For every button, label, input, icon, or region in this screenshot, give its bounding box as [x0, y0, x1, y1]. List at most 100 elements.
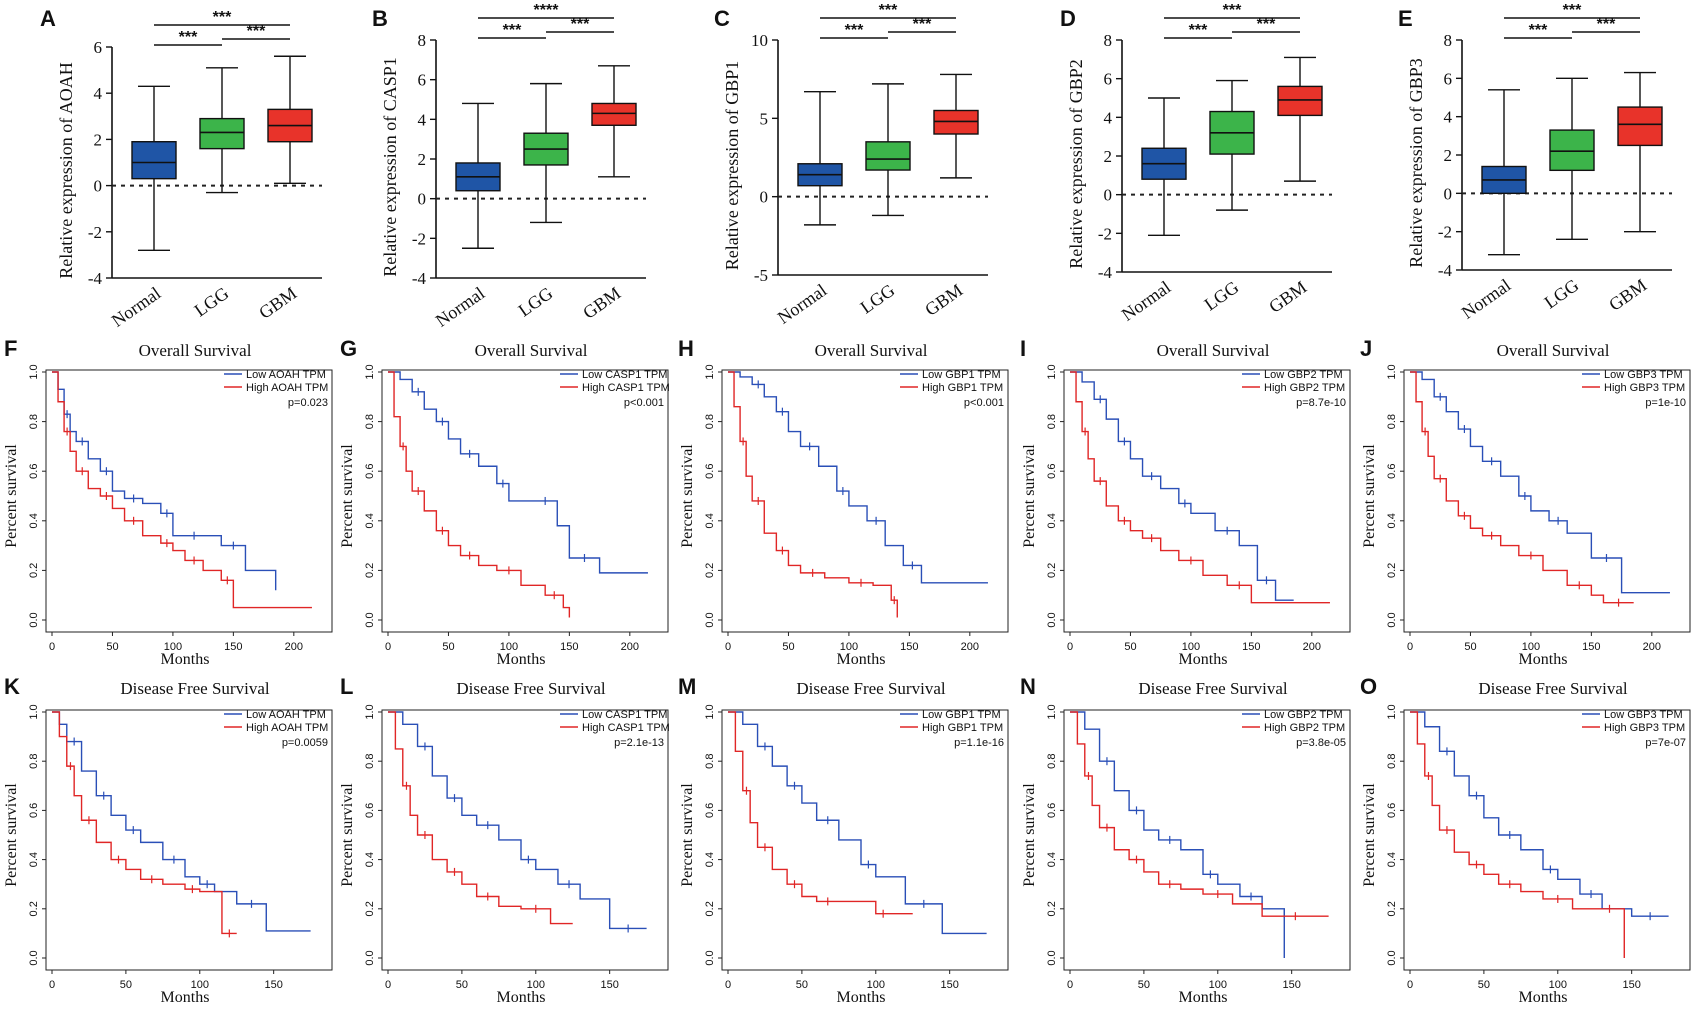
panel-h: H Overall Survival 0.0 0.2 0.4 0.6 0.8 1.0 Perce…	[678, 336, 1009, 668]
panel-letter: H	[678, 336, 694, 361]
x-tick-label: 200	[285, 641, 303, 653]
y-tick-label: 0.0	[1386, 612, 1398, 627]
km-curve-high	[728, 371, 898, 618]
significance-label: ***	[213, 9, 232, 26]
y-tick-label: 0	[1444, 184, 1453, 203]
y-tick-label: 1.0	[1386, 704, 1398, 719]
x-tick-label: 0	[725, 641, 731, 653]
x-axis-label: Months	[161, 989, 210, 1006]
y-axis-label: Percent survival	[679, 783, 696, 887]
y-tick-label: 0.8	[704, 414, 716, 429]
x-tick-label: 0	[1067, 641, 1073, 653]
box-gbm	[591, 102, 637, 126]
chart-title: Disease Free Survival	[796, 679, 945, 698]
significance-label: ***	[845, 22, 864, 39]
significance-label: ***	[1563, 2, 1582, 19]
x-tick-label: 0	[1407, 979, 1413, 991]
x-axis-label: Months	[161, 651, 210, 668]
y-tick-label: 4	[94, 84, 103, 103]
km-curve-high	[1410, 371, 1634, 604]
x-tick-label: 0	[49, 979, 55, 991]
y-tick-label: 0	[760, 188, 769, 207]
x-tick-label: 100	[500, 641, 518, 653]
y-tick-label: 0.0	[704, 950, 716, 965]
y-tick-label: 0.8	[364, 414, 376, 429]
y-tick-label: 8	[1444, 31, 1453, 50]
significance-label: ***	[1257, 16, 1276, 33]
x-axis-label: Months	[837, 989, 886, 1006]
significance-label: ***	[571, 16, 590, 33]
x-tick-label: 100	[527, 979, 545, 991]
plot-frame	[721, 709, 1009, 971]
x-axis-label: Months	[1179, 651, 1228, 668]
significance-label: ***	[879, 2, 898, 19]
significance-label: ***	[503, 22, 522, 39]
y-axis-label: Percent survival	[1361, 444, 1378, 548]
y-tick-label: 0.4	[28, 513, 40, 528]
chart-title: Overall Survival	[1157, 341, 1270, 360]
p-value: p=2.1e-13	[614, 737, 664, 749]
legend-entry: Low CASP1 TPM	[582, 709, 667, 721]
y-tick-label: 1.0	[704, 364, 716, 379]
y-tick-label: -4	[1438, 261, 1453, 280]
y-tick-label: 4	[418, 110, 427, 129]
legend-entry: Low GBP1 TPM	[922, 709, 1001, 721]
legend-entry: High AOAH TPM	[246, 722, 328, 734]
y-axis-label: Relative expression of CASP1	[380, 57, 400, 276]
x-tick-label: 0	[385, 641, 391, 653]
y-tick-label: 2	[1444, 146, 1453, 165]
x-axis-label: Months	[1519, 989, 1568, 1006]
y-tick-label: 0.4	[1386, 513, 1398, 528]
y-tick-label: 0.4	[364, 513, 376, 528]
y-axis-label: Relative expression of GBP1	[722, 61, 742, 270]
p-value: p=0.023	[288, 397, 328, 409]
chart-title: Disease Free Survival	[1478, 679, 1627, 698]
km-curve-high	[388, 371, 571, 618]
p-value: p=0.0059	[282, 737, 328, 749]
y-tick-label: 0.6	[1386, 464, 1398, 479]
y-tick-label: 8	[418, 31, 427, 50]
box-gbm	[1277, 85, 1323, 117]
x-tick-label: 50	[106, 641, 118, 653]
y-tick-label: 8	[1104, 31, 1113, 50]
chart-title: Disease Free Survival	[456, 679, 605, 698]
km-curve-high	[728, 711, 913, 915]
panel-letter: E	[1398, 6, 1413, 31]
y-tick-label: -2	[1438, 223, 1452, 242]
x-axis-label: Months	[497, 651, 546, 668]
y-tick-label: 0.8	[28, 754, 40, 769]
y-tick-label: 0.2	[704, 901, 716, 916]
y-tick-label: 0.0	[28, 612, 40, 627]
x-tick-label: 150	[600, 979, 618, 991]
y-tick-label: 0.8	[704, 754, 716, 769]
y-tick-label: 0.8	[1386, 754, 1398, 769]
legend-entry: Low AOAH TPM	[246, 369, 326, 381]
y-tick-label: 1.0	[1386, 364, 1398, 379]
y-tick-label: 1.0	[28, 364, 40, 379]
panel-letter: I	[1020, 336, 1026, 361]
y-tick-label: 0.4	[704, 513, 716, 528]
x-tick-label: 50	[456, 979, 468, 991]
x-axis-label: Months	[497, 989, 546, 1006]
y-tick-label: 4	[1104, 108, 1113, 127]
x-tick-label: 100	[164, 641, 182, 653]
y-axis-label: Percent survival	[1021, 444, 1038, 548]
y-tick-label: 0.2	[28, 563, 40, 578]
chart-title: Overall Survival	[815, 341, 928, 360]
y-tick-label: 0.6	[364, 803, 376, 818]
y-tick-label: 1.0	[1046, 704, 1058, 719]
panel-letter: L	[340, 674, 353, 699]
y-tick-label: 1.0	[1046, 364, 1058, 379]
significance-label: ***	[179, 29, 198, 46]
panel-letter: J	[1360, 336, 1372, 361]
panel-letter: A	[40, 6, 56, 31]
y-tick-label: 2	[418, 150, 427, 169]
plot-frame	[1063, 709, 1351, 971]
y-tick-label: 4	[1444, 108, 1453, 127]
x-tick-label: 50	[1464, 641, 1476, 653]
panel-letter: D	[1060, 6, 1076, 31]
x-tick-label: 150	[1242, 641, 1260, 653]
significance-label: ***	[1189, 22, 1208, 39]
x-tick-label: 50	[442, 641, 454, 653]
